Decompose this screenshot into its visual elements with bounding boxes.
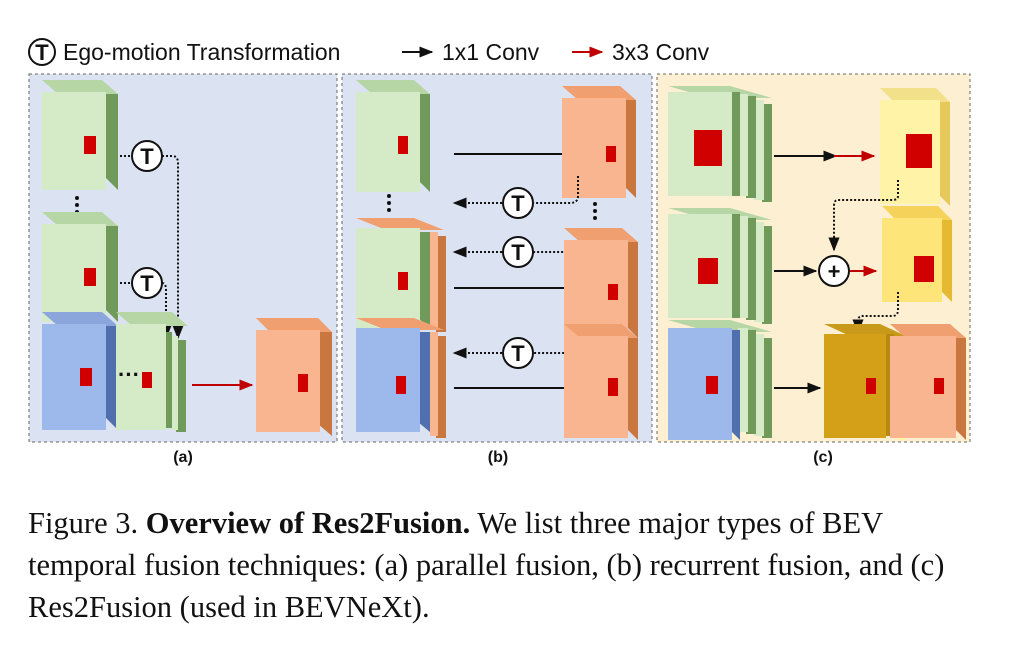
legend-t-icon: T xyxy=(28,38,56,66)
fused-bev-output xyxy=(564,324,638,440)
horizontal-ellipsis-icon: ··· xyxy=(118,362,140,387)
svg-text:T: T xyxy=(140,271,154,296)
fused-bev-output xyxy=(882,206,952,302)
svg-text:T: T xyxy=(511,240,525,265)
fused-bev-output xyxy=(562,86,636,198)
legend-ego-motion-label: Ego-motion Transformation xyxy=(63,39,340,65)
fused-bev-output xyxy=(256,318,332,436)
caption-title: Overview of Res2Fusion. xyxy=(145,506,471,540)
current-bev-feature-map xyxy=(42,312,118,430)
current-bev-feature-group xyxy=(668,320,772,440)
svg-text:T: T xyxy=(35,40,49,65)
svg-text:+: + xyxy=(828,259,841,284)
legend: T Ego-motion Transformation 1x1 Conv 3x3… xyxy=(28,38,710,66)
panel-b: T T xyxy=(356,80,638,440)
figure-caption: Figure 3. Overview of Res2Fusion. We lis… xyxy=(28,502,988,628)
current-bev-stack xyxy=(356,318,446,438)
bev-feature-map xyxy=(42,212,118,322)
recurrent-bev-stack xyxy=(356,218,446,332)
fused-bev-output xyxy=(564,228,638,338)
panel-c: + xyxy=(668,86,966,440)
panel-b-label: (b) xyxy=(488,449,508,466)
concatenated-bev-features xyxy=(116,312,188,432)
fused-bev-output xyxy=(880,88,950,206)
ego-motion-t-icon: T xyxy=(131,267,163,299)
svg-text:T: T xyxy=(140,144,154,169)
ego-motion-t-icon: T xyxy=(131,140,163,172)
caption-body: We list three major types of BEV tempora… xyxy=(28,506,945,624)
ego-motion-t-icon: T xyxy=(502,337,534,369)
vertical-ellipsis-icon xyxy=(387,194,391,212)
caption-prefix: Figure 3. xyxy=(28,506,146,540)
bev-feature-map xyxy=(42,80,118,190)
bev-feature-group xyxy=(668,208,772,324)
legend-1x1-label: 1x1 Conv xyxy=(442,39,540,65)
panel-a: T T xyxy=(42,80,332,436)
vertical-ellipsis-icon xyxy=(593,202,597,220)
panel-a-label: (a) xyxy=(173,449,193,466)
bev-feature-map xyxy=(356,80,430,192)
bev-feature-group xyxy=(668,86,772,202)
ego-motion-t-icon: T xyxy=(502,236,534,268)
circled-plus-icon: + xyxy=(818,255,850,287)
svg-text:T: T xyxy=(511,341,525,366)
ego-motion-t-icon: T xyxy=(502,187,534,219)
final-bev-output xyxy=(890,324,966,440)
panel-c-label: (c) xyxy=(813,449,833,466)
legend-3x3-label: 3x3 Conv xyxy=(612,39,710,65)
svg-text:T: T xyxy=(511,191,525,216)
vertical-ellipsis-icon xyxy=(75,196,79,214)
fusion-diagram: T Ego-motion Transformation 1x1 Conv 3x3… xyxy=(28,38,971,466)
